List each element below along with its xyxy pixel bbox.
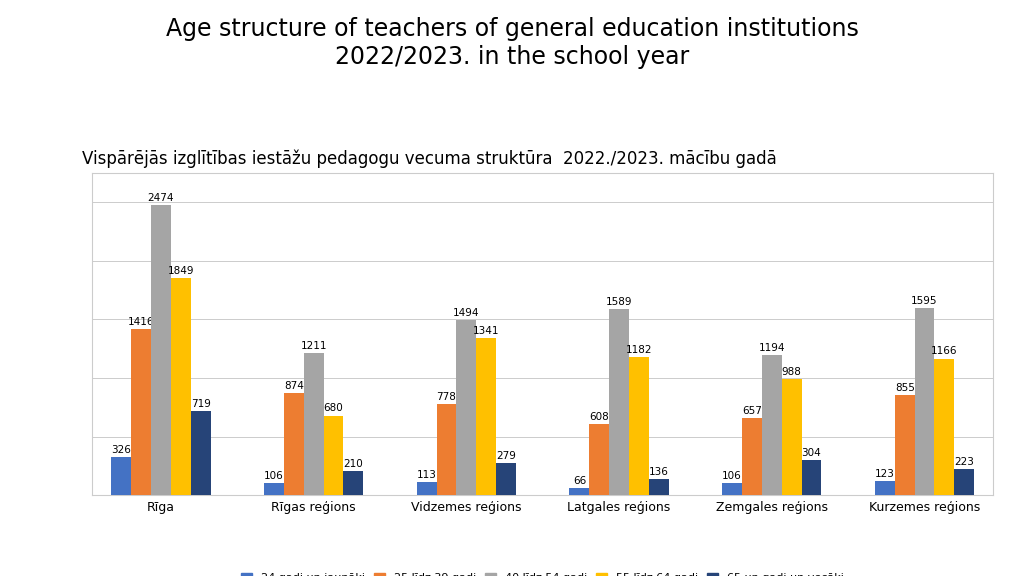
Text: 223: 223 — [954, 457, 974, 467]
Text: 1341: 1341 — [473, 326, 500, 336]
Text: 326: 326 — [112, 445, 131, 455]
Bar — [722, 483, 742, 495]
Text: 1211: 1211 — [300, 341, 327, 351]
Text: 988: 988 — [781, 367, 802, 377]
Bar — [589, 424, 609, 495]
Bar — [171, 278, 190, 495]
Bar — [190, 411, 211, 495]
Bar — [569, 488, 589, 495]
Legend: 24 gadi un jaunāki, 25 līdz 39 gadi, 40 līdz 54 gadi, 55 līdz 64 gadi, 65 un gad: 24 gadi un jaunāki, 25 līdz 39 gadi, 40 … — [238, 570, 848, 576]
Bar — [436, 404, 457, 495]
Text: 719: 719 — [190, 399, 211, 409]
Text: 1595: 1595 — [911, 296, 938, 306]
Bar — [954, 469, 974, 495]
Text: 106: 106 — [264, 471, 284, 481]
Text: 66: 66 — [572, 476, 586, 486]
Text: 1194: 1194 — [759, 343, 785, 353]
Text: 1589: 1589 — [606, 297, 633, 307]
Bar — [457, 320, 476, 495]
Bar — [324, 416, 343, 495]
Bar — [131, 329, 151, 495]
Text: 113: 113 — [417, 470, 436, 480]
Bar — [802, 460, 821, 495]
Bar — [649, 479, 669, 495]
Bar — [151, 205, 171, 495]
Text: 210: 210 — [343, 458, 364, 469]
Text: 657: 657 — [742, 406, 762, 416]
Bar — [417, 482, 436, 495]
Bar — [781, 380, 802, 495]
Text: 106: 106 — [722, 471, 742, 481]
Text: 1182: 1182 — [626, 344, 652, 355]
Bar — [935, 359, 954, 495]
Bar — [609, 309, 629, 495]
Bar — [343, 471, 364, 495]
Text: 1849: 1849 — [168, 266, 194, 276]
Text: 608: 608 — [590, 412, 609, 422]
Bar — [742, 418, 762, 495]
Text: 855: 855 — [895, 383, 914, 393]
Text: Age structure of teachers of general education institutions
2022/2023. in the sc: Age structure of teachers of general edu… — [166, 17, 858, 69]
Text: 136: 136 — [649, 467, 669, 478]
Bar — [304, 353, 324, 495]
Bar — [497, 463, 516, 495]
Bar — [112, 457, 131, 495]
Text: 2474: 2474 — [147, 193, 174, 203]
Text: 123: 123 — [874, 469, 895, 479]
Bar — [895, 395, 914, 495]
Bar — [762, 355, 781, 495]
Bar — [874, 481, 895, 495]
Bar — [476, 338, 497, 495]
Bar — [284, 393, 304, 495]
Text: 1166: 1166 — [931, 347, 957, 357]
Text: 304: 304 — [802, 448, 821, 457]
Text: Vispārējās izglītības iestāžu pedagogu vecuma struktūra  2022./2023. mācību gadā: Vispārējās izglītības iestāžu pedagogu v… — [82, 150, 776, 168]
Bar — [914, 308, 935, 495]
Text: 1494: 1494 — [453, 308, 479, 318]
Bar — [629, 357, 649, 495]
Text: 778: 778 — [436, 392, 457, 402]
Text: 1416: 1416 — [128, 317, 155, 327]
Text: 279: 279 — [496, 450, 516, 461]
Text: 680: 680 — [324, 404, 343, 414]
Text: 874: 874 — [284, 381, 304, 391]
Bar — [264, 483, 284, 495]
